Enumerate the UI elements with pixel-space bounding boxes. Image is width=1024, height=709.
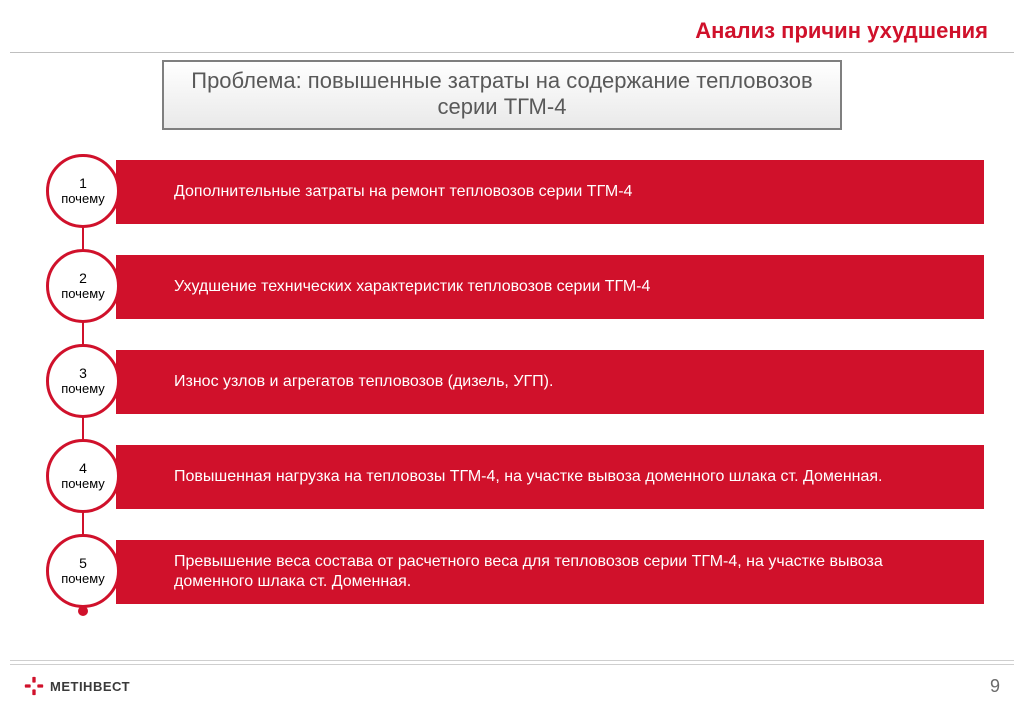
problem-box: Проблема: повышенные затраты на содержан… bbox=[162, 60, 842, 130]
why-bar: Дополнительные затраты на ремонт теплово… bbox=[116, 160, 984, 224]
divider-top bbox=[10, 52, 1014, 53]
why-badge: 5почему bbox=[46, 534, 120, 608]
why-row: Превышение веса состава от расчетного ве… bbox=[46, 540, 984, 604]
why-bar: Превышение веса состава от расчетного ве… bbox=[116, 540, 984, 604]
why-badge: 3почему bbox=[46, 344, 120, 418]
why-badge-label: почему bbox=[61, 192, 105, 206]
why-text: Повышенная нагрузка на тепловозы ТГМ-4, … bbox=[174, 467, 883, 487]
why-badge-number: 1 bbox=[79, 176, 87, 191]
why-row: Повышенная нагрузка на тепловозы ТГМ-4, … bbox=[46, 445, 984, 509]
problem-text: Проблема: повышенные затраты на содержан… bbox=[191, 68, 812, 119]
why-badge-number: 3 bbox=[79, 366, 87, 381]
why-badge: 1почему bbox=[46, 154, 120, 228]
why-badge: 2почему bbox=[46, 249, 120, 323]
why-text: Превышение веса состава от расчетного ве… bbox=[174, 552, 964, 592]
page-title: Анализ причин ухудшения bbox=[695, 18, 988, 44]
divider-footer-1 bbox=[10, 660, 1014, 661]
why-row: Дополнительные затраты на ремонт теплово… bbox=[46, 160, 984, 224]
logo-icon bbox=[24, 676, 44, 696]
why-text: Дополнительные затраты на ремонт теплово… bbox=[174, 182, 632, 202]
slide: Анализ причин ухудшения Проблема: повыше… bbox=[0, 0, 1024, 709]
company-logo: МЕТІНВЕСТ bbox=[24, 676, 130, 696]
footer: МЕТІНВЕСТ 9 bbox=[24, 671, 1000, 701]
why-text: Износ узлов и агрегатов тепловозов (дизе… bbox=[174, 372, 553, 392]
page-number: 9 bbox=[990, 676, 1000, 697]
why-row: Ухудшение технических характеристик тепл… bbox=[46, 255, 984, 319]
why-row: Износ узлов и агрегатов тепловозов (дизе… bbox=[46, 350, 984, 414]
why-text: Ухудшение технических характеристик тепл… bbox=[174, 277, 650, 297]
why-bar: Повышенная нагрузка на тепловозы ТГМ-4, … bbox=[116, 445, 984, 509]
why-badge-label: почему bbox=[61, 287, 105, 301]
why-badge-number: 2 bbox=[79, 271, 87, 286]
why-badge-label: почему bbox=[61, 477, 105, 491]
why-badge-label: почему bbox=[61, 572, 105, 586]
why-badge-number: 5 bbox=[79, 556, 87, 571]
company-name: МЕТІНВЕСТ bbox=[50, 679, 130, 694]
why-bar: Износ узлов и агрегатов тепловозов (дизе… bbox=[116, 350, 984, 414]
why-badge-number: 4 bbox=[79, 461, 87, 476]
why-badge: 4почему bbox=[46, 439, 120, 513]
why-badge-label: почему bbox=[61, 382, 105, 396]
divider-footer-2 bbox=[10, 664, 1014, 665]
why-bar: Ухудшение технических характеристик тепл… bbox=[116, 255, 984, 319]
